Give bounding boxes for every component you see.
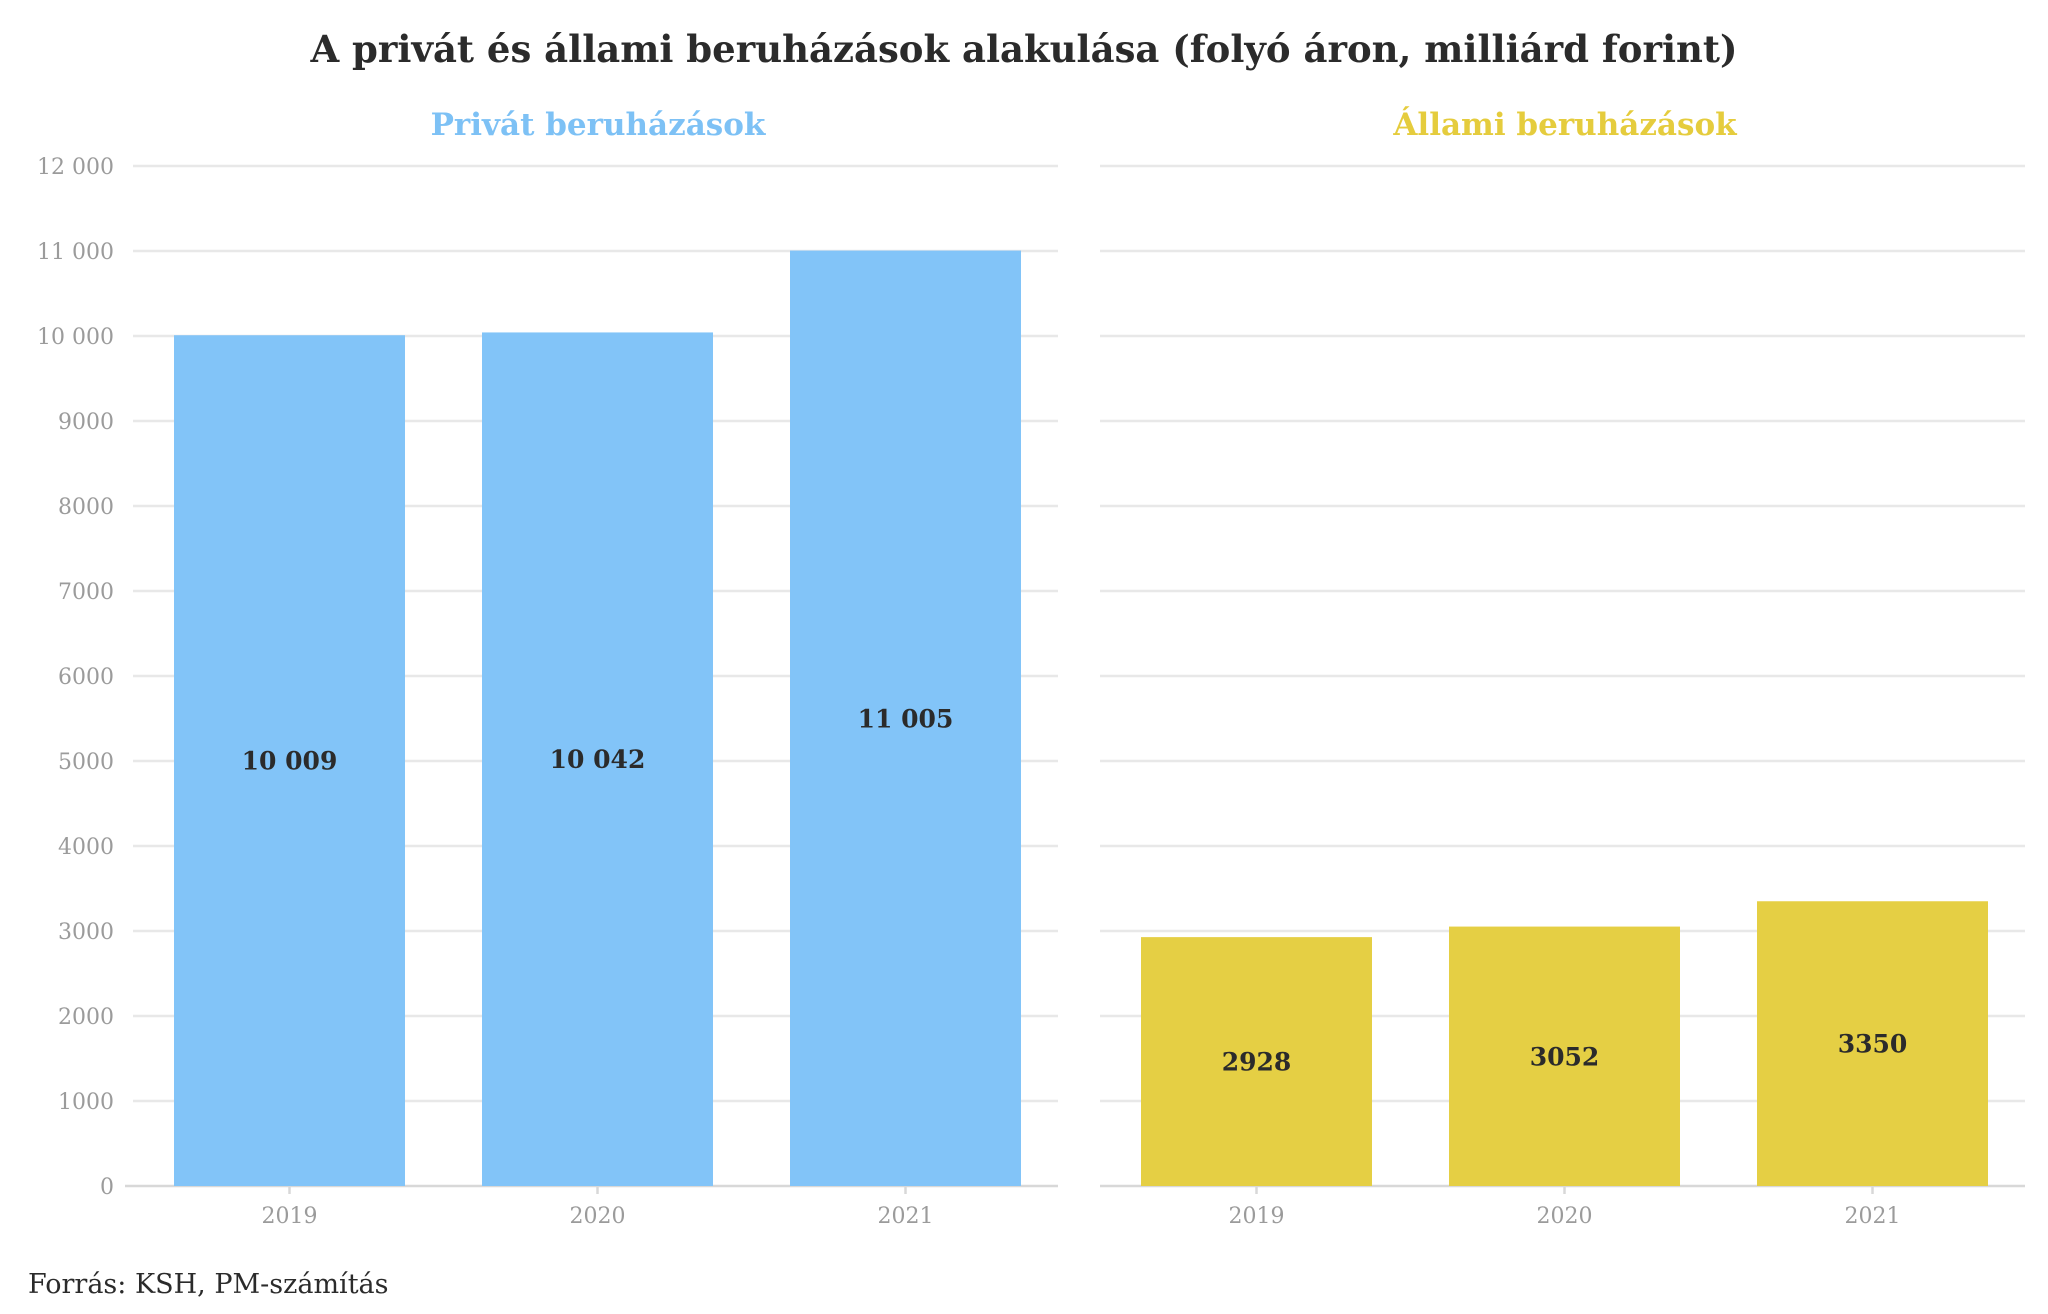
data-label: 10 009 <box>242 747 338 776</box>
x-tick-label: 2019 <box>262 1204 318 1229</box>
data-label: 11 005 <box>858 704 954 733</box>
bar <box>790 250 1021 1186</box>
x-tick-label: 2021 <box>1845 1204 1901 1229</box>
y-tick-label: 8000 <box>58 495 114 520</box>
y-tick-label: 3000 <box>58 920 114 945</box>
bar <box>174 335 405 1186</box>
data-label: 3350 <box>1838 1030 1908 1059</box>
data-label: 2928 <box>1222 1048 1292 1077</box>
panel-state: Állami beruházások 2019 2928 2020 3052 2021 33… <box>1141 105 1988 1229</box>
panel-title: Privát beruházások <box>431 107 767 143</box>
y-tick-label: 11 000 <box>37 240 114 265</box>
y-tick-label: 0 <box>100 1175 114 1200</box>
y-tick-label: 9000 <box>58 410 114 435</box>
panel-title: Állami beruházások <box>1392 105 1738 143</box>
panel-private: Privát beruházások 2019 10 009 2020 10 042 20… <box>174 107 1021 1229</box>
gridlines <box>125 164 2025 1188</box>
y-tick-label: 2000 <box>58 1005 114 1030</box>
data-label: 3052 <box>1530 1042 1600 1071</box>
y-tick-label: 1000 <box>58 1090 114 1115</box>
x-tick-label: 2019 <box>1229 1204 1285 1229</box>
source-note: Forrás: KSH, PM-számítás <box>28 1269 389 1300</box>
y-tick-label: 4000 <box>58 835 114 860</box>
bar <box>1757 901 1988 1186</box>
y-tick-label: 12 000 <box>37 155 114 180</box>
bar <box>482 332 713 1186</box>
x-tick-label: 2020 <box>570 1204 626 1229</box>
chart-title: A privát és állami beruházások alakulása… <box>309 27 1737 71</box>
y-tick-label: 6000 <box>58 665 114 690</box>
x-tick-label: 2021 <box>878 1204 934 1229</box>
bar <box>1141 937 1372 1186</box>
y-tick-label: 10 000 <box>37 325 114 350</box>
data-label: 10 042 <box>550 745 646 774</box>
chart-panels: Privát beruházások 2019 10 009 2020 10 042 20… <box>174 105 1988 1229</box>
bar <box>1449 926 1680 1186</box>
y-tick-label: 7000 <box>58 580 114 605</box>
x-tick-label: 2020 <box>1537 1204 1593 1229</box>
y-axis-ticks: 0 1000 2000 3000 4000 5000 6000 7000 8000 9000 10 … <box>37 155 114 1200</box>
y-tick-label: 5000 <box>58 750 114 775</box>
